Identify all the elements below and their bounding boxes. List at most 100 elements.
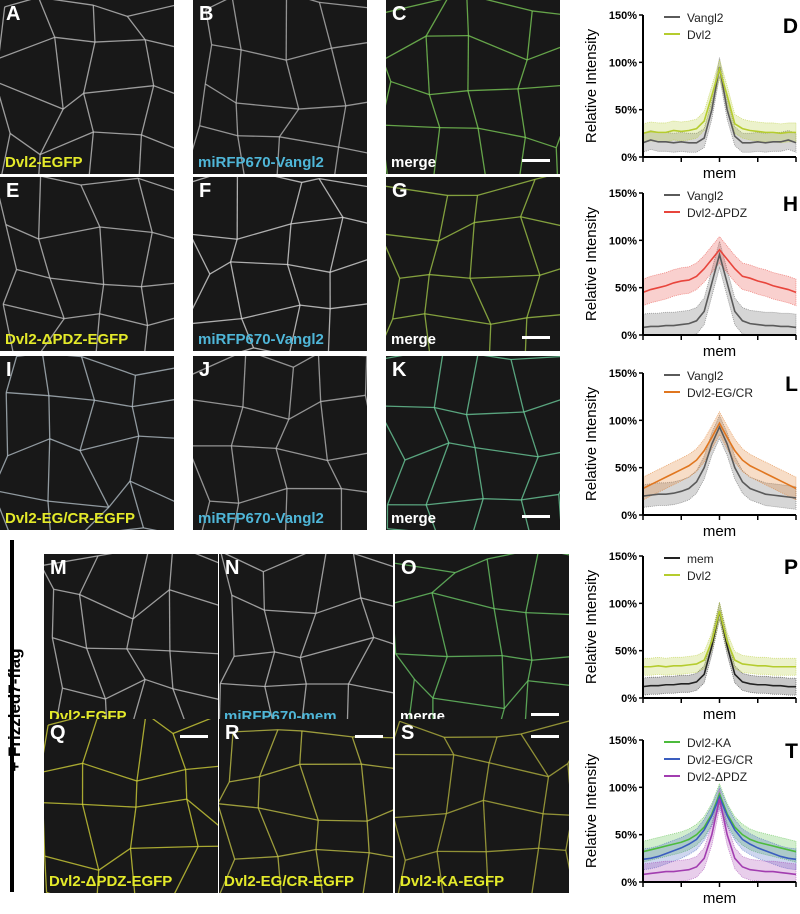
cell-membrane xyxy=(338,146,367,154)
cell-membrane xyxy=(229,775,260,783)
cell-membrane xyxy=(99,313,148,327)
cell-membrane xyxy=(9,132,41,156)
cell-membrane xyxy=(205,0,227,11)
cell-membrane xyxy=(301,730,353,738)
cell-membrane xyxy=(565,850,569,870)
cell-membrane xyxy=(66,356,82,358)
cell-membrane xyxy=(525,612,533,661)
cell-membrane xyxy=(288,401,321,420)
cell-membrane xyxy=(447,654,503,658)
cell-membrane xyxy=(80,356,96,401)
cell-membrane xyxy=(466,0,470,36)
cell-membrane xyxy=(193,125,201,151)
cell-membrane xyxy=(231,445,277,450)
cell-membrane xyxy=(37,238,51,279)
cell-membrane xyxy=(386,35,427,59)
cell-membrane xyxy=(241,49,287,61)
cell-membrane xyxy=(483,356,512,361)
cell-membrane xyxy=(185,765,218,771)
cell-membrane xyxy=(330,48,347,106)
cell-membrane xyxy=(219,803,259,809)
cell-membrane xyxy=(290,216,343,225)
cell-membrane xyxy=(318,2,333,49)
y-axis-label: Relative Intensity xyxy=(583,28,600,143)
cell-membrane xyxy=(438,222,475,242)
legend-label: mem xyxy=(687,552,714,566)
cell-membrane xyxy=(0,507,9,530)
cell-membrane xyxy=(2,269,18,305)
cell-membrane xyxy=(526,10,533,60)
cell-membrane xyxy=(510,359,525,413)
cell-membrane xyxy=(446,799,484,815)
panel-label: merge xyxy=(391,331,437,348)
sd-band xyxy=(642,235,797,307)
cell-membrane xyxy=(172,733,187,770)
cell-membrane xyxy=(386,185,448,197)
cell-membrane xyxy=(473,195,479,223)
cell-membrane xyxy=(62,92,85,110)
cell-membrane xyxy=(348,683,393,694)
cell-membrane xyxy=(524,350,560,351)
cell-membrane xyxy=(51,589,55,638)
cell-membrane xyxy=(193,317,242,325)
cell-membrane xyxy=(0,455,9,475)
cell-membrane xyxy=(327,452,367,462)
y-tick-label: 150% xyxy=(609,368,637,380)
cell-membrane xyxy=(351,736,363,765)
cell-membrane xyxy=(105,678,146,700)
cell-membrane xyxy=(299,730,303,765)
cell-membrane xyxy=(130,845,199,850)
cell-membrane xyxy=(49,277,65,319)
cell-membrane xyxy=(496,733,522,738)
cell-membrane xyxy=(319,1,367,9)
cell-membrane xyxy=(79,435,139,452)
cell-membrane xyxy=(257,776,261,808)
legend-label: Vangl2 xyxy=(687,11,724,25)
cell-membrane xyxy=(445,754,455,814)
cell-membrane xyxy=(79,400,96,451)
cell-membrane xyxy=(147,317,174,327)
cell-membrane xyxy=(360,597,393,607)
panel-letter: E xyxy=(6,180,20,202)
cell-membrane xyxy=(219,858,236,893)
cell-membrane xyxy=(81,356,136,376)
cell-membrane xyxy=(525,136,557,149)
cell-membrane xyxy=(263,609,276,653)
scale-bar xyxy=(180,735,208,738)
cell-membrane xyxy=(42,356,50,396)
cell-membrane xyxy=(386,356,403,360)
cell-membrane xyxy=(0,197,7,225)
line-chart-h: Vangl2 Dvl2-ΔPDZ 0% 50% 100% 150% mem Relative … xyxy=(572,178,800,362)
cell-membrane xyxy=(129,848,136,893)
cell-membrane xyxy=(395,633,397,654)
cell-membrane xyxy=(131,406,140,437)
cell-membrane xyxy=(431,592,495,610)
cell-membrane xyxy=(469,222,475,279)
cell-membrane xyxy=(431,572,456,594)
cell-membrane xyxy=(429,90,468,96)
cell-membrane xyxy=(315,820,319,850)
cell-membrane xyxy=(517,88,526,138)
cell-membrane xyxy=(433,356,444,408)
sd-band xyxy=(642,57,797,153)
cell-membrane xyxy=(386,81,392,106)
cell-membrane xyxy=(286,223,292,265)
cell-membrane xyxy=(233,729,278,733)
cell-membrane xyxy=(82,762,138,782)
cell-membrane xyxy=(169,650,218,655)
y-tick-label: 50% xyxy=(615,105,637,117)
cell-membrane xyxy=(81,804,100,871)
cell-membrane xyxy=(395,592,433,604)
cell-membrane xyxy=(138,134,143,174)
cell-membrane xyxy=(424,313,491,325)
cell-membrane xyxy=(219,656,235,684)
cell-membrane xyxy=(264,609,316,615)
cell-membrane xyxy=(152,231,174,240)
y-tick-label: 150% xyxy=(609,10,637,22)
cell-membrane xyxy=(467,35,470,91)
cell-membrane xyxy=(84,506,110,530)
cell-membrane xyxy=(242,406,290,420)
panel-letter: H xyxy=(783,193,798,216)
